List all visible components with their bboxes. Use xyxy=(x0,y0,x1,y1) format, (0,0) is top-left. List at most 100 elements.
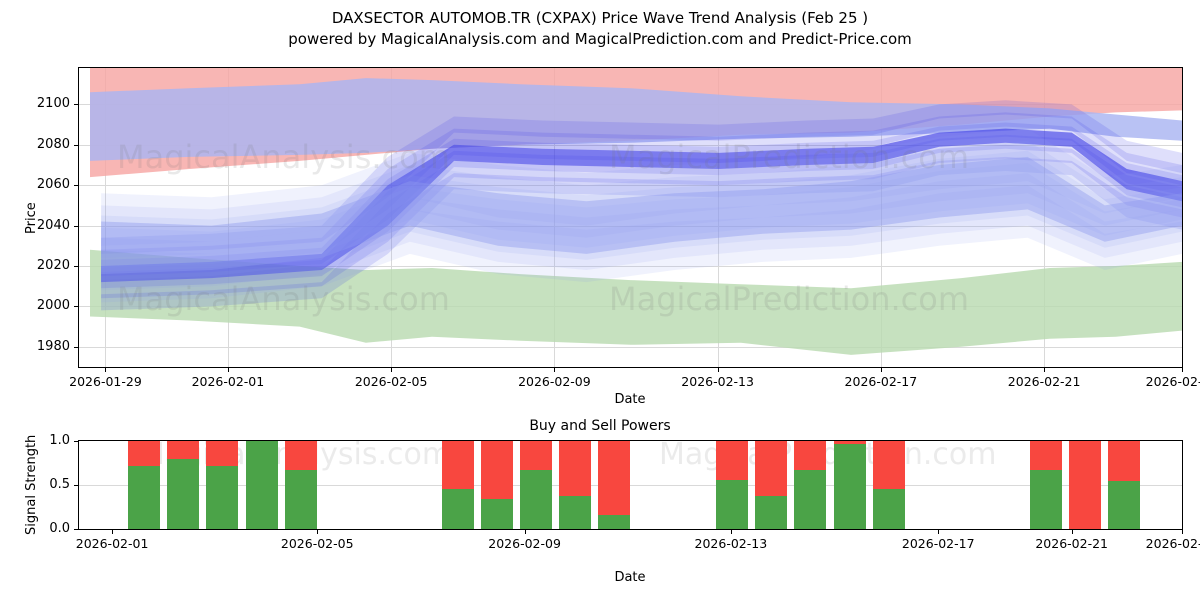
price-x-tick-mark xyxy=(554,368,556,372)
page-subtitle: powered by MagicalAnalysis.com and Magic… xyxy=(288,30,912,48)
signal-bar-sell-segment xyxy=(480,441,513,500)
signal-bar-buy-segment xyxy=(559,495,592,529)
price-y-tick-label: 2020 xyxy=(36,257,70,273)
signal-bar-sell-segment xyxy=(167,441,200,460)
price-x-tick-label: 2026-02-09 xyxy=(518,374,591,389)
price-wave-0-layer-0 xyxy=(101,156,1182,311)
signal-bar-buy-segment xyxy=(716,479,748,529)
price-x-tick-mark xyxy=(1182,368,1183,372)
signal-x-tick-label: 2026-02-09 xyxy=(488,536,561,551)
signal-bar[interactable] xyxy=(755,441,788,529)
signal-x-tick-mark xyxy=(938,530,940,534)
price-x-tick-label: 2026-02-13 xyxy=(681,374,754,389)
signal-y-tick-label: 0.0 xyxy=(49,521,70,536)
signal-bar-sell-segment xyxy=(1108,441,1140,481)
price-wave-1-layer-0 xyxy=(101,185,1182,303)
signal-bar[interactable] xyxy=(167,441,200,529)
signal-bar[interactable] xyxy=(245,441,278,529)
price-gridline-vertical xyxy=(880,68,882,367)
price-y-tick-mark xyxy=(74,185,78,187)
price-wave-1-layer-2 xyxy=(101,163,1182,281)
signal-y-tick-label: 0.5 xyxy=(49,477,70,492)
price-x-tick-label: 2026-02-17 xyxy=(844,374,918,389)
signal-bar[interactable] xyxy=(1108,441,1140,529)
signal-bar-sell-segment xyxy=(206,441,239,466)
price-band-lower-green-band xyxy=(90,249,1182,355)
price-gridline-vertical xyxy=(105,68,107,367)
price-x-tick-mark xyxy=(1044,368,1046,372)
price-y-tick-mark xyxy=(74,306,78,308)
signal-bar[interactable] xyxy=(833,441,866,529)
signal-chart-plot-area: MagicalAnalysis.com MagicalPrediction.co… xyxy=(78,440,1183,530)
price-gridline-vertical xyxy=(1044,68,1046,367)
signal-x-tick-mark xyxy=(1182,530,1183,534)
price-chart-plot-area: MagicalAnalysis.com MagicalPrediction.co… xyxy=(78,67,1183,368)
price-gridline-horizontal xyxy=(79,265,1182,267)
signal-bar[interactable] xyxy=(284,441,317,529)
signal-bar-buy-segment xyxy=(441,489,474,529)
price-axis-x-label: Date xyxy=(614,392,646,407)
signal-x-tick-label: 2026-02-17 xyxy=(901,536,975,551)
signal-bar-sell-segment xyxy=(598,441,631,515)
price-gridline-horizontal xyxy=(79,225,1182,227)
price-x-tick-label: 2026-01-29 xyxy=(69,374,142,389)
signal-bar-buy-segment xyxy=(1108,480,1140,529)
signal-bar-buy-segment xyxy=(167,459,200,529)
signal-bar[interactable] xyxy=(480,441,513,529)
price-y-tick-label: 2000 xyxy=(36,298,70,314)
signal-bar-sell-segment xyxy=(833,441,866,444)
signal-x-tick-mark xyxy=(524,530,526,534)
signal-bar-sell-segment xyxy=(1029,441,1062,471)
signal-bar-buy-segment xyxy=(128,465,160,529)
signal-bar-buy-segment xyxy=(520,470,552,529)
signal-bar[interactable] xyxy=(872,441,905,529)
signal-bar[interactable] xyxy=(598,441,631,529)
price-wave-0-layer-6 xyxy=(101,100,1182,254)
signal-bar[interactable] xyxy=(559,441,592,529)
price-x-tick-mark xyxy=(717,368,719,372)
signal-bar[interactable] xyxy=(716,441,748,529)
signal-bar-sell-segment xyxy=(520,441,552,471)
page-title: DAXSECTOR AUTOMOB.TR (CXPAX) Price Wave … xyxy=(331,9,869,27)
price-x-tick-label: 2026-02-25 xyxy=(1145,374,1200,389)
signal-y-tick-mark xyxy=(74,441,78,442)
signal-axis-x-label: Date xyxy=(614,570,646,585)
price-x-tick-label: 2026-02-21 xyxy=(1007,374,1081,389)
price-x-tick-mark xyxy=(227,368,229,372)
signal-bar[interactable] xyxy=(441,441,474,529)
signal-bar[interactable] xyxy=(128,441,160,529)
price-y-tick-mark xyxy=(74,225,78,227)
price-wave-1-layer-3 xyxy=(101,156,1182,275)
price-x-tick-mark xyxy=(391,368,393,372)
price-y-tick-label: 1980 xyxy=(36,338,70,354)
price-wave-0-layer-1 xyxy=(101,144,1182,299)
price-wave-1-layer-4 xyxy=(101,150,1182,268)
signal-x-tick-label: 2026-02-21 xyxy=(1035,536,1109,551)
signal-bar[interactable] xyxy=(794,441,827,529)
signal-x-tick-mark xyxy=(1071,530,1073,534)
signal-bar[interactable] xyxy=(1029,441,1062,529)
signal-bar[interactable] xyxy=(206,441,239,529)
price-y-tick-mark xyxy=(74,265,78,267)
signal-bar-sell-segment xyxy=(716,441,748,480)
price-x-tick-label: 2026-02-05 xyxy=(354,374,428,389)
watermark-prediction-bar: MagicalPrediction.com xyxy=(659,441,997,472)
signal-y-tick-label: 1.0 xyxy=(49,433,70,448)
price-band-upper-blue-band xyxy=(90,78,1182,161)
price-y-tick-label: 2040 xyxy=(36,217,70,233)
price-y-tick-label: 2100 xyxy=(36,96,70,112)
price-x-tick-mark xyxy=(105,368,107,372)
price-gridline-horizontal xyxy=(79,144,1182,146)
price-wave-core-1 xyxy=(101,156,1182,275)
signal-y-tick-mark xyxy=(74,529,78,530)
signal-bar[interactable] xyxy=(1068,441,1101,529)
price-gridline-vertical xyxy=(227,68,229,367)
price-gridline-horizontal xyxy=(79,185,1182,187)
signal-x-tick-label: 2026-02-13 xyxy=(694,536,768,551)
price-y-tick-mark xyxy=(74,346,78,348)
price-wave-1-layer-6 xyxy=(101,128,1182,246)
price-y-tick-mark xyxy=(74,144,78,146)
signal-bar[interactable] xyxy=(520,441,552,529)
signal-bar-buy-segment xyxy=(872,489,905,529)
signal-bar-sell-segment xyxy=(755,441,788,496)
